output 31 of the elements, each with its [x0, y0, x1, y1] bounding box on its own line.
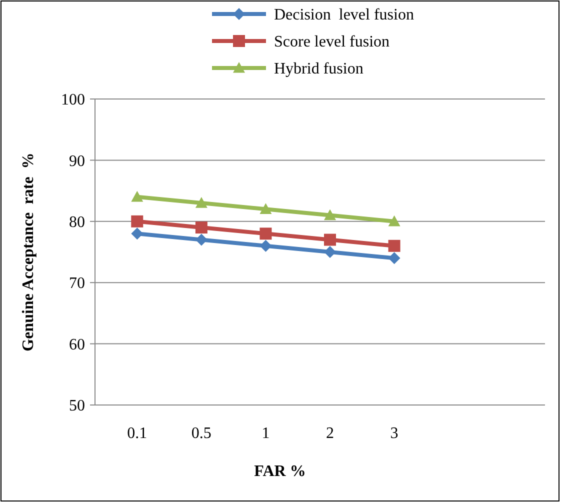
y-tick-label: 80	[69, 214, 85, 231]
x-tick-label: 2	[326, 425, 334, 442]
point	[195, 197, 208, 208]
x-axis-title: FAR %	[254, 463, 306, 480]
point	[131, 215, 144, 228]
point	[324, 246, 336, 258]
y-axis-title: Genuine Acceptance rate %	[20, 152, 37, 352]
point	[131, 190, 144, 202]
point	[388, 215, 400, 226]
y-tick-label: 50	[69, 398, 85, 415]
y-tick-label: 90	[69, 152, 85, 170]
y-tick-label: 70	[69, 275, 85, 292]
point	[131, 228, 144, 240]
point	[195, 234, 208, 246]
x-tick-label: 0.1	[127, 425, 148, 442]
x-tick-label: 0.5	[191, 425, 212, 442]
x-tick-label: 1	[262, 425, 270, 442]
point	[260, 203, 272, 214]
point	[260, 240, 272, 252]
point	[388, 240, 400, 252]
y-tick-label: 100	[61, 92, 85, 109]
point	[324, 234, 336, 246]
point	[195, 222, 208, 234]
legend-label: Hybrid fusion	[274, 60, 364, 78]
legend-label: Decision level fusion	[274, 6, 414, 24]
x-tick-label: 3	[390, 425, 398, 442]
point	[324, 209, 336, 220]
point	[388, 252, 400, 264]
legend-label: Score level fusion	[274, 34, 390, 51]
y-tick-label: 60	[69, 336, 85, 354]
point	[260, 228, 272, 240]
